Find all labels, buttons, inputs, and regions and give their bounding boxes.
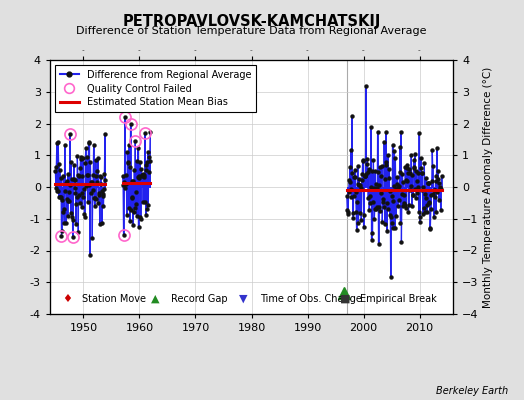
- Text: Berkeley Earth: Berkeley Earth: [436, 386, 508, 396]
- Text: Record Gap: Record Gap: [171, 294, 227, 304]
- Text: ♦: ♦: [62, 294, 72, 304]
- Text: ▲: ▲: [151, 294, 159, 304]
- Text: PETROPAVLOVSK-KAMCHATSKIJ: PETROPAVLOVSK-KAMCHATSKIJ: [122, 14, 381, 29]
- Text: Difference of Station Temperature Data from Regional Average: Difference of Station Temperature Data f…: [77, 26, 427, 36]
- Text: Station Move: Station Move: [82, 294, 146, 304]
- Text: ▼: ▼: [239, 294, 248, 304]
- Legend: Difference from Regional Average, Quality Control Failed, Estimated Station Mean: Difference from Regional Average, Qualit…: [54, 65, 256, 112]
- Text: Empirical Break: Empirical Break: [361, 294, 437, 304]
- Text: Time of Obs. Change: Time of Obs. Change: [259, 294, 362, 304]
- Text: ■: ■: [340, 294, 351, 304]
- Y-axis label: Monthly Temperature Anomaly Difference (°C): Monthly Temperature Anomaly Difference (…: [483, 66, 493, 308]
